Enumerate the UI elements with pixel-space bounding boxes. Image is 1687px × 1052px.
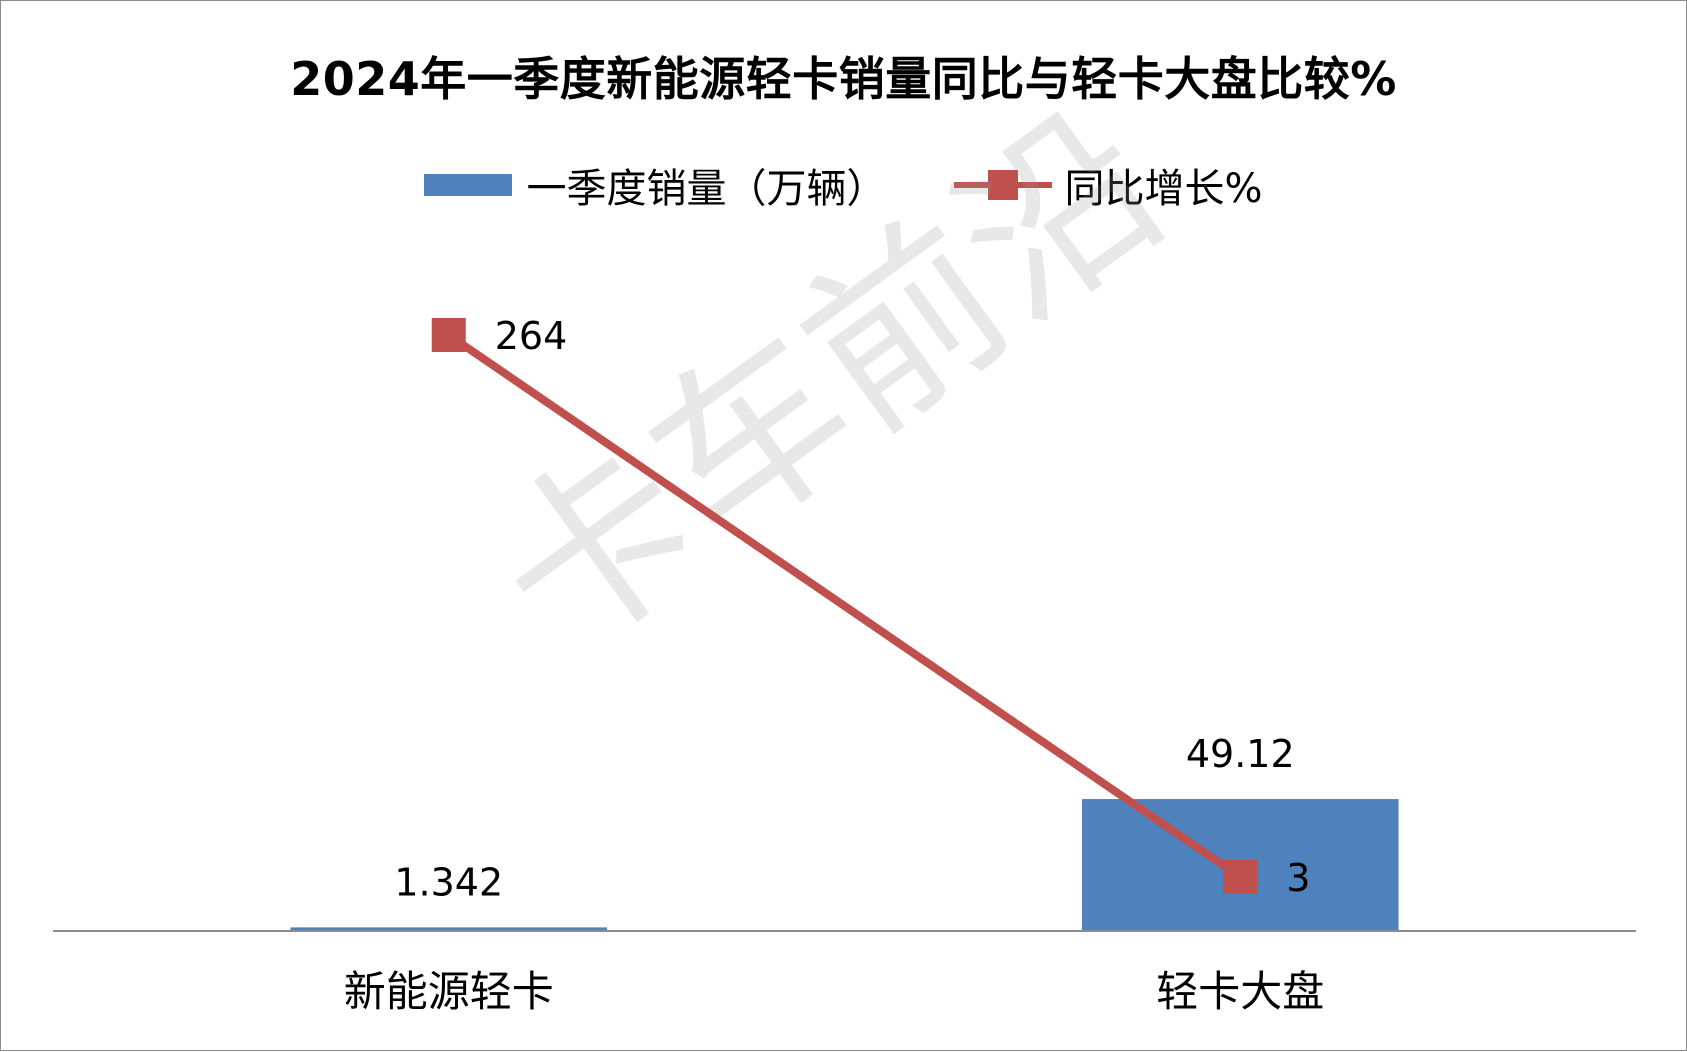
- line-marker: [431, 317, 466, 352]
- legend-swatch-bar: [424, 174, 513, 196]
- line-marker: [1223, 860, 1258, 895]
- legend-label-growth: 同比增长%: [1064, 166, 1263, 212]
- line-value-label: 3: [1286, 856, 1310, 900]
- chart-title: 2024年一季度新能源轻卡销量同比与轻卡大盘比较%: [290, 52, 1397, 106]
- x-tick-label: 轻卡大盘: [1156, 967, 1324, 1016]
- bar-value-label: 1.342: [394, 860, 503, 904]
- growth-line: [446, 331, 1243, 881]
- bar: [290, 927, 608, 931]
- legend-label-sales: 一季度销量（万辆）: [526, 166, 887, 212]
- bar-value-label: 49.12: [1186, 732, 1295, 776]
- line-value-label: 264: [495, 314, 568, 358]
- legend-swatch-line: [954, 165, 1053, 205]
- x-tick-label: 新能源轻卡: [344, 967, 554, 1016]
- legend-item-growth: 同比增长%: [954, 156, 1263, 214]
- legend-item-sales: 一季度销量（万辆）: [424, 156, 886, 214]
- chart-legend: 一季度销量（万辆） 同比增长%: [1, 156, 1686, 214]
